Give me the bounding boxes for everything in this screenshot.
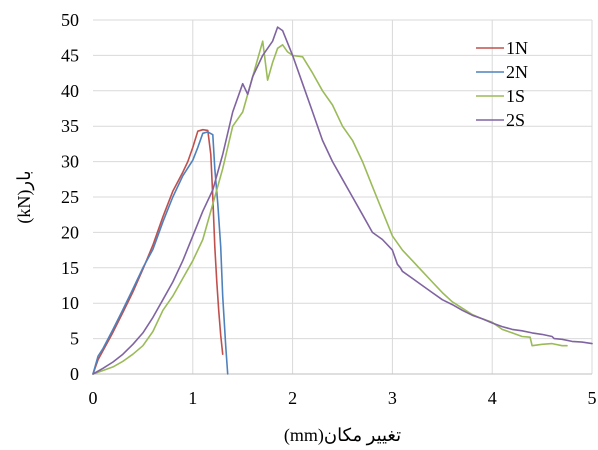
legend-label: 1S — [506, 86, 525, 106]
x-tick-label: 2 — [288, 388, 297, 408]
x-tick-label: 4 — [488, 388, 497, 408]
y-tick-label: 5 — [70, 329, 79, 349]
y-tick-label: 50 — [61, 10, 79, 30]
grid-lines — [93, 19, 593, 374]
x-tick-label: 1 — [188, 388, 197, 408]
y-tick-label: 30 — [61, 152, 79, 172]
y-tick-label: 35 — [61, 116, 79, 136]
x-tick-labels: 0 1 2 3 4 5 — [89, 388, 597, 408]
y-tick-label: 15 — [61, 258, 79, 278]
legend: 1N 2N 1S 2S — [476, 38, 528, 130]
series-layer — [92, 26, 593, 375]
y-tick-label: 45 — [61, 45, 79, 65]
legend-label: 2N — [506, 62, 528, 82]
series-line-1N — [92, 128, 224, 375]
y-tick-label: 20 — [61, 222, 79, 242]
y-axis-label: بار(kN) — [14, 170, 35, 223]
series-line-2N — [92, 131, 229, 375]
y-tick-label: 0 — [70, 364, 79, 384]
y-tick-labels: 0 5 10 15 20 25 30 35 40 45 50 — [61, 10, 79, 384]
y-tick-label: 10 — [61, 293, 79, 313]
x-tick-label: 0 — [89, 388, 98, 408]
y-tick-label: 25 — [61, 187, 79, 207]
x-tick-label: 5 — [588, 388, 597, 408]
x-axis-label: تغییر مکان(mm) — [284, 425, 401, 446]
x-tick-label: 3 — [388, 388, 397, 408]
y-tick-label: 40 — [61, 81, 79, 101]
legend-label: 2S — [506, 110, 525, 130]
legend-label: 1N — [506, 38, 528, 58]
series-line-2S — [92, 26, 593, 375]
